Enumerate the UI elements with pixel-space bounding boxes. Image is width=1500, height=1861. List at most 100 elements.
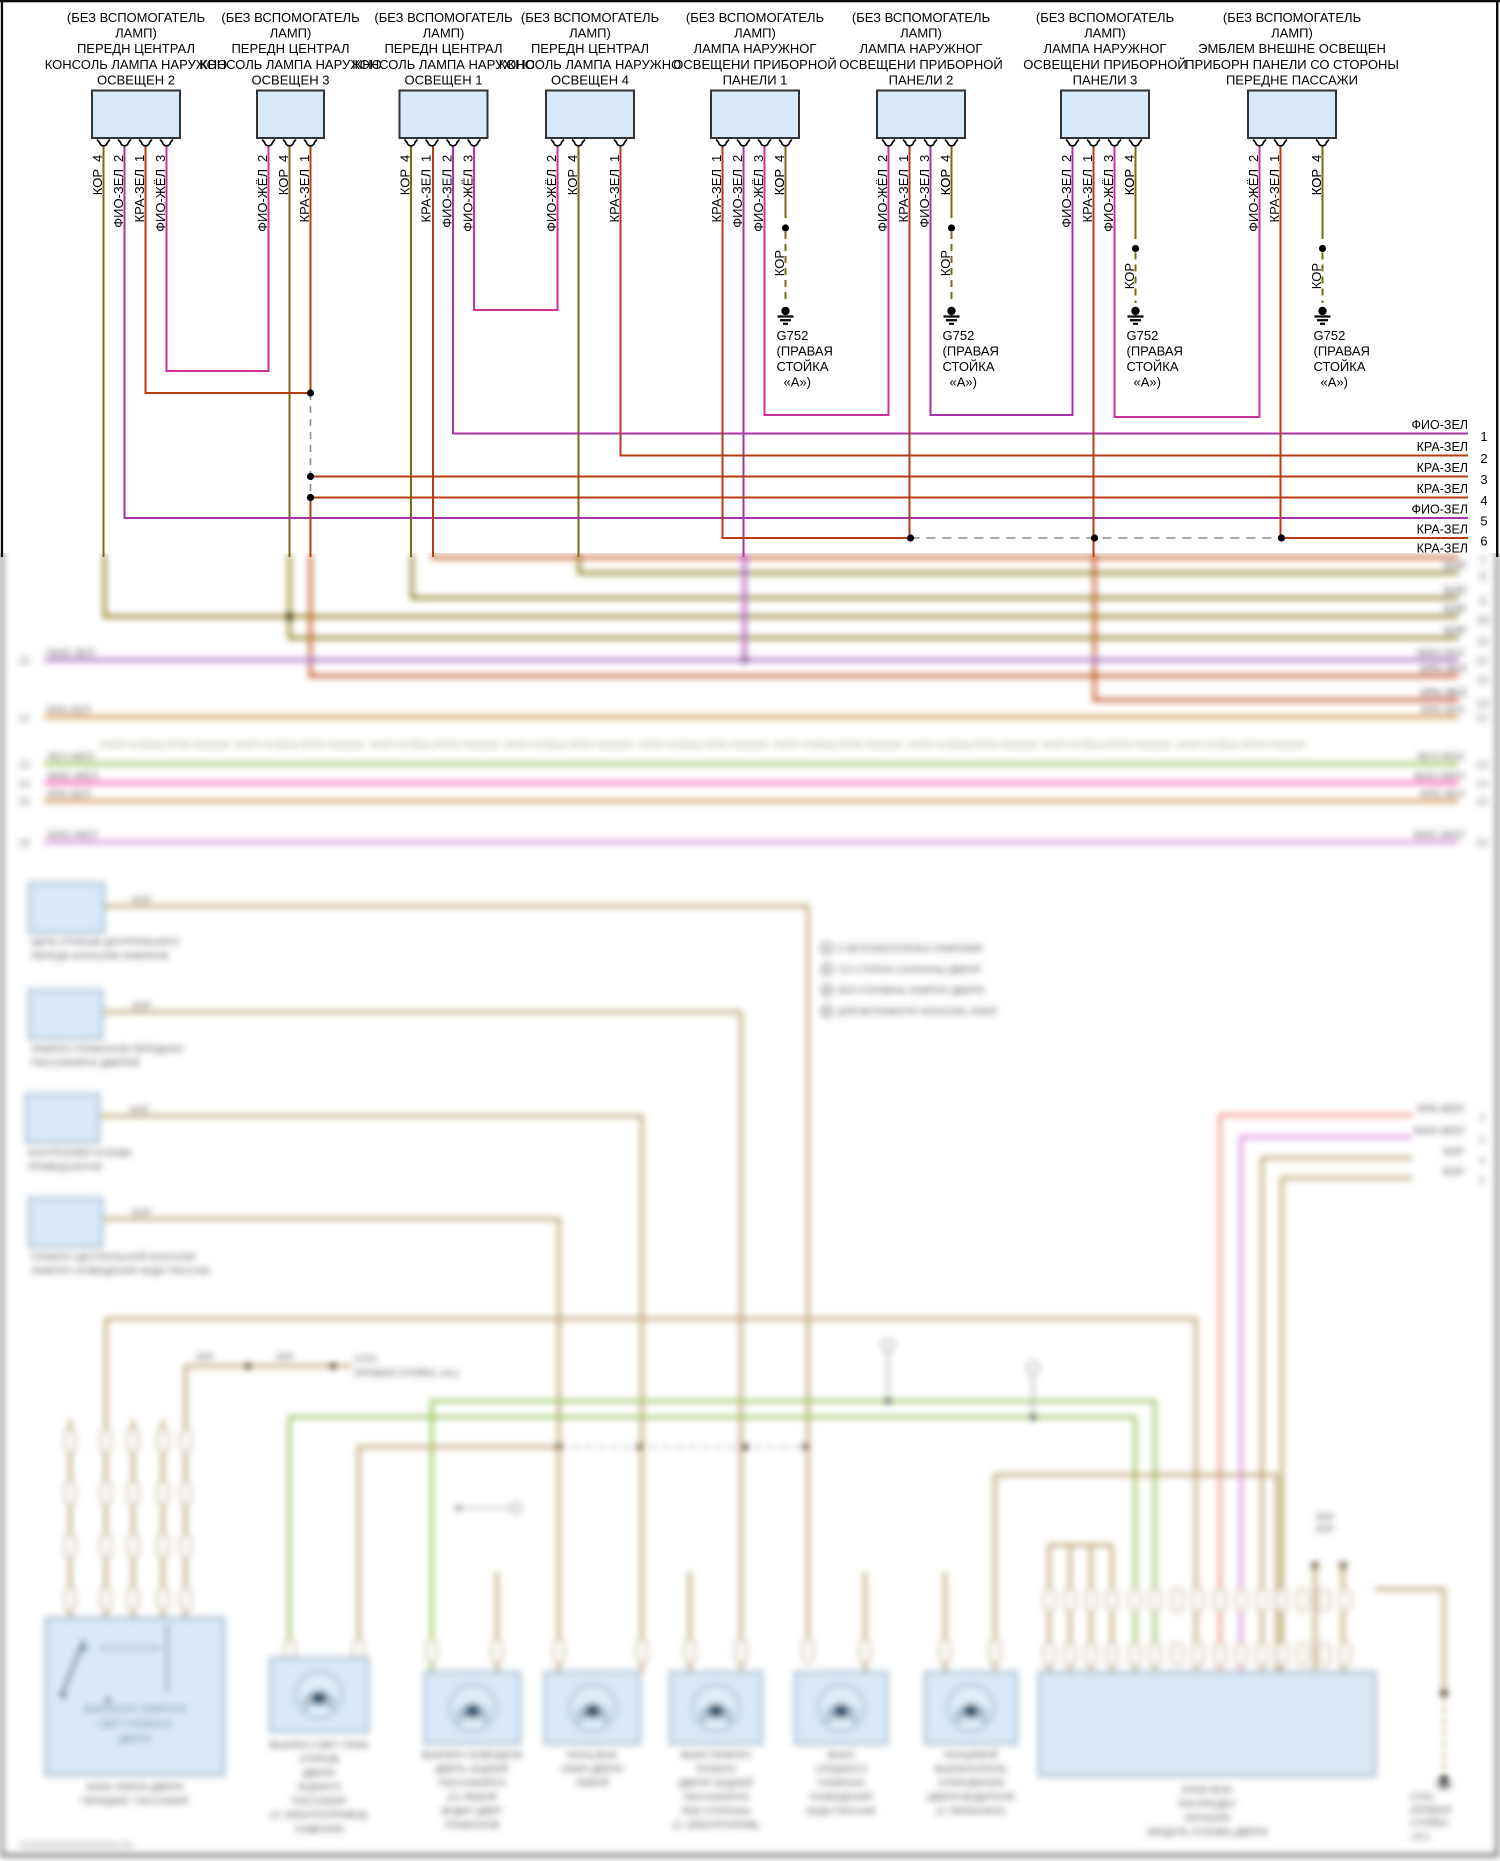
svg-text:КРА-ЗЕЛ: КРА-ЗЕЛ <box>1417 542 1468 556</box>
svg-text:(БЕЗ ВСПОМОГАТЕЛЬ: (БЕЗ ВСПОМОГАТЕЛЬ <box>221 10 359 25</box>
svg-text:КОР: КОР <box>938 169 953 195</box>
svg-text:ПЕРЕДН ЦЕНТРАЛ: ПЕРЕДН ЦЕНТРАЛ <box>384 41 502 56</box>
svg-text:СИДЕНЬЯ): СИДЕНЬЯ) <box>294 1824 343 1835</box>
svg-text:ФИО-ЗЕЛ: ФИО-ЗЕЛ <box>1412 418 1468 432</box>
svg-text:1: 1 <box>896 155 911 162</box>
svg-text:ДВЕРИ ВОДИТЕЛЯ: ДВЕРИ ВОДИТЕЛЯ <box>928 1792 1015 1803</box>
svg-text:КРА-ЗЕЛ: КРА-ЗЕЛ <box>1417 523 1468 537</box>
svg-text:2: 2 <box>111 155 126 162</box>
svg-text:ВЫКЛЮЧАТ ЛАМПОЧК: ВЫКЛЮЧАТ ЛАМПОЧК <box>84 1704 187 1715</box>
svg-text:ЛАМП): ЛАМП) <box>270 26 312 41</box>
svg-text:(БЕЗ ВСПОМОГАТЕЛЬ: (БЕЗ ВСПОМОГАТЕЛЬ <box>852 10 990 25</box>
svg-text:КОР: КОР <box>132 895 151 906</box>
svg-text:ПЛАФОНА: ПЛАФОНА <box>818 1778 866 1789</box>
svg-text:3: 3 <box>917 155 932 162</box>
svg-text:1: 1 <box>1267 155 1282 162</box>
svg-text:ФИО-ЖЁЛ: ФИО-ЖЁЛ <box>1413 1125 1464 1137</box>
svg-text:ФИО-ЖЁЛ: ФИО-ЖЁЛ <box>255 169 270 232</box>
svg-text:КРА-ЗЕЛ: КРА-ЗЕЛ <box>1417 461 1468 475</box>
svg-text:15: 15 <box>18 796 30 808</box>
svg-text:2: 2 <box>1059 155 1074 162</box>
svg-text:5: 5 <box>1479 1175 1485 1187</box>
svg-text:ЛАМП): ЛАМП) <box>569 26 611 41</box>
svg-text:(ПРАВАЯ: (ПРАВАЯ <box>1127 344 1183 359</box>
svg-text:КОР: КОР <box>938 250 953 276</box>
svg-text:КРА-ЗЕЛ: КРА-ЗЕЛ <box>1080 169 1095 222</box>
svg-text:(С ЭЛЕКТРОПРИВ): (С ЭЛЕКТРОПРИВ) <box>673 1820 759 1831</box>
svg-text:КРА-ЗЕЛ: КРА-ЗЕЛ <box>709 169 724 222</box>
svg-text:ЛАМП ОСВЕЩ ПРИБ ПАНЕЛИ ЛАМП О: ЛАМП ОСВЕЩ ПРИБ ПАНЕЛИ ЛАМП ОСВЕЩ ПРИБ П… <box>100 740 1306 750</box>
svg-text:ЗЕЛ-ЖЁЛ: ЗЕЛ-ЖЁЛ <box>47 752 94 764</box>
svg-text:11: 11 <box>1477 636 1488 648</box>
svg-text:ПЕРЕДН ЦЕНТРАЛ: ПЕРЕДН ЦЕНТРАЛ <box>231 41 349 56</box>
svg-text:ЛЕВОЙ: ЛЕВОЙ <box>576 1777 609 1789</box>
svg-text:(БЕЗ ВСПОМОГАТЕЛЬ: (БЕЗ ВСПОМОГАТЕЛЬ <box>67 10 205 25</box>
svg-text:ЛАМПОЧ ПЛАФОНОВ ПЕРЕДНИХ: ЛАМПОЧ ПЛАФОНОВ ПЕРЕДНИХ <box>31 1044 184 1055</box>
svg-text:КОР: КОР <box>1443 1166 1464 1178</box>
svg-text:КОР: КОР <box>772 250 787 276</box>
svg-text:ФИО-ЗЕЛ: ФИО-ЗЕЛ <box>1412 503 1468 517</box>
svg-text:ЛАМП): ЛАМП) <box>1084 26 1126 41</box>
svg-text:КРА-ЗЕЛ: КРА-ЗЕЛ <box>1421 789 1464 801</box>
svg-text:4: 4 <box>772 155 787 162</box>
svg-text:3: 3 <box>824 987 829 996</box>
svg-text:(БЕЗ ВСПОМОГАТЕЛЬ: (БЕЗ ВСПОМОГАТЕЛЬ <box>686 10 824 25</box>
svg-text:ВЫКЛ ЛАМПОЧ: ВЫКЛ ЛАМПОЧ <box>681 1750 751 1761</box>
svg-text:4: 4 <box>1479 1155 1485 1167</box>
svg-text:ОСВЕЩЕН 1: ОСВЕЩЕН 1 <box>405 73 483 88</box>
svg-text:ПЛАФОН ЦЕНТРАЛЬНОЙ КОНСОЛИ: ПЛАФОН ЦЕНТРАЛЬНОЙ КОНСОЛИ <box>31 1251 196 1263</box>
svg-text:6: 6 <box>1480 534 1487 549</box>
svg-text:3: 3 <box>1480 472 1487 487</box>
svg-text:G752: G752 <box>943 328 975 343</box>
svg-text:ВЫКЛЮЧ ОСВЕЩЕНИ: ВЫКЛЮЧ ОСВЕЩЕНИ <box>422 1750 523 1761</box>
svg-text:3: 3 <box>461 155 476 162</box>
svg-text:(ПРАВАЯ: (ПРАВАЯ <box>1410 1805 1451 1816</box>
svg-text:14: 14 <box>1476 778 1488 790</box>
svg-text:(БЕЗ ВСПОМОГАТЕЛЬ: (БЕЗ ВСПОМОГАТЕЛЬ <box>1036 10 1174 25</box>
svg-text:12: 12 <box>1477 698 1489 710</box>
svg-text:16: 16 <box>18 837 30 849</box>
svg-text:КОНЦ ВЫК: КОНЦ ВЫК <box>567 1750 617 1761</box>
svg-text:ФИО-ЖЁЛ: ФИО-ЖЁЛ <box>1101 169 1116 232</box>
svg-text:ДВЕРИ: ДВЕРИ <box>303 1768 335 1779</box>
svg-text:КОР: КОР <box>276 1352 294 1362</box>
svg-text:КОР: КОР <box>196 1352 214 1362</box>
svg-text:КРА-ЗЕЛ: КРА-ЗЕЛ <box>47 789 90 801</box>
svg-text:9: 9 <box>1480 596 1486 608</box>
svg-text:КОР: КОР <box>938 169 953 195</box>
svg-text:ВЫКЛЮЧ СВЕТ ПЛАФ: ВЫКЛЮЧ СВЕТ ПЛАФ <box>269 1740 368 1751</box>
svg-text:КОНСОЛЬ ЛАМПА НАРУЖНО: КОНСОЛЬ ЛАМПА НАРУЖНО <box>45 57 228 72</box>
svg-text:СРЕДНЕГО: СРЕДНЕГО <box>815 1764 866 1775</box>
svg-text:2: 2 <box>875 155 890 162</box>
svg-text:ЛАМПА НАРУЖНОГ: ЛАМПА НАРУЖНОГ <box>1044 41 1167 56</box>
svg-text:КОНТРОЛЛЕР КУЗОВА: КОНТРОЛЛЕР КУЗОВА <box>28 1148 132 1159</box>
svg-text:ЦЕПЬ ОТКРЫВ ЦЕНТРАЛЬНОГО: ЦЕПЬ ОТКРЫВ ЦЕНТРАЛЬНОГО <box>31 937 180 948</box>
svg-text:(ПРАВАЯ: (ПРАВАЯ <box>777 344 833 359</box>
svg-text:G752: G752 <box>777 328 809 343</box>
svg-text:КРА-ЗЕЛ: КРА-ЗЕЛ <box>1417 482 1468 496</box>
svg-text:КОР: КОР <box>1443 1146 1464 1158</box>
svg-text:КРА-ЗЕЛ: КРА-ЗЕЛ <box>132 169 147 222</box>
svg-text:2: 2 <box>440 155 455 162</box>
svg-text:ОСВЕЩЕН 3: ОСВЕЩЕН 3 <box>252 73 330 88</box>
svg-text:КОР: КОР <box>565 169 580 195</box>
svg-text:13: 13 <box>18 759 30 771</box>
svg-text:(ПРАВАЯ: (ПРАВАЯ <box>943 344 999 359</box>
svg-text:4: 4 <box>276 155 291 162</box>
svg-text:4: 4 <box>824 1008 829 1017</box>
svg-text:КРА-ЗЕЛ: КРА-ЗЕЛ <box>297 169 312 222</box>
svg-text:ПАНЕЛИ 2: ПАНЕЛИ 2 <box>889 73 954 88</box>
svg-text:«А»): «А») <box>1410 1831 1430 1842</box>
svg-text:(МОДУЛЬ КУЗОВА) ДВЕРИ: (МОДУЛЬ КУЗОВА) ДВЕРИ <box>1147 1827 1268 1838</box>
svg-text:3: 3 <box>153 155 168 162</box>
svg-text:1: 1 <box>824 945 829 954</box>
svg-text:(ПРАВАЯ СТОЙКА «А»): (ПРАВАЯ СТОЙКА «А») <box>354 1367 459 1379</box>
svg-text:2: 2 <box>1246 155 1261 162</box>
svg-text:КОР: КОР <box>1309 263 1324 289</box>
svg-text:(С ПЕРЕКЛЮЧ): (С ПЕРЕКЛЮЧ) <box>936 1806 1005 1817</box>
svg-text:1: 1 <box>709 155 724 162</box>
svg-text:ЛАМПА НАРУЖНОГ: ЛАМПА НАРУЖНОГ <box>694 41 817 56</box>
svg-text:1: 1 <box>419 155 434 162</box>
svg-text:8: 8 <box>1480 571 1486 583</box>
svg-text:КРА-ЗЕЛ: КРА-ЗЕЛ <box>607 169 622 222</box>
